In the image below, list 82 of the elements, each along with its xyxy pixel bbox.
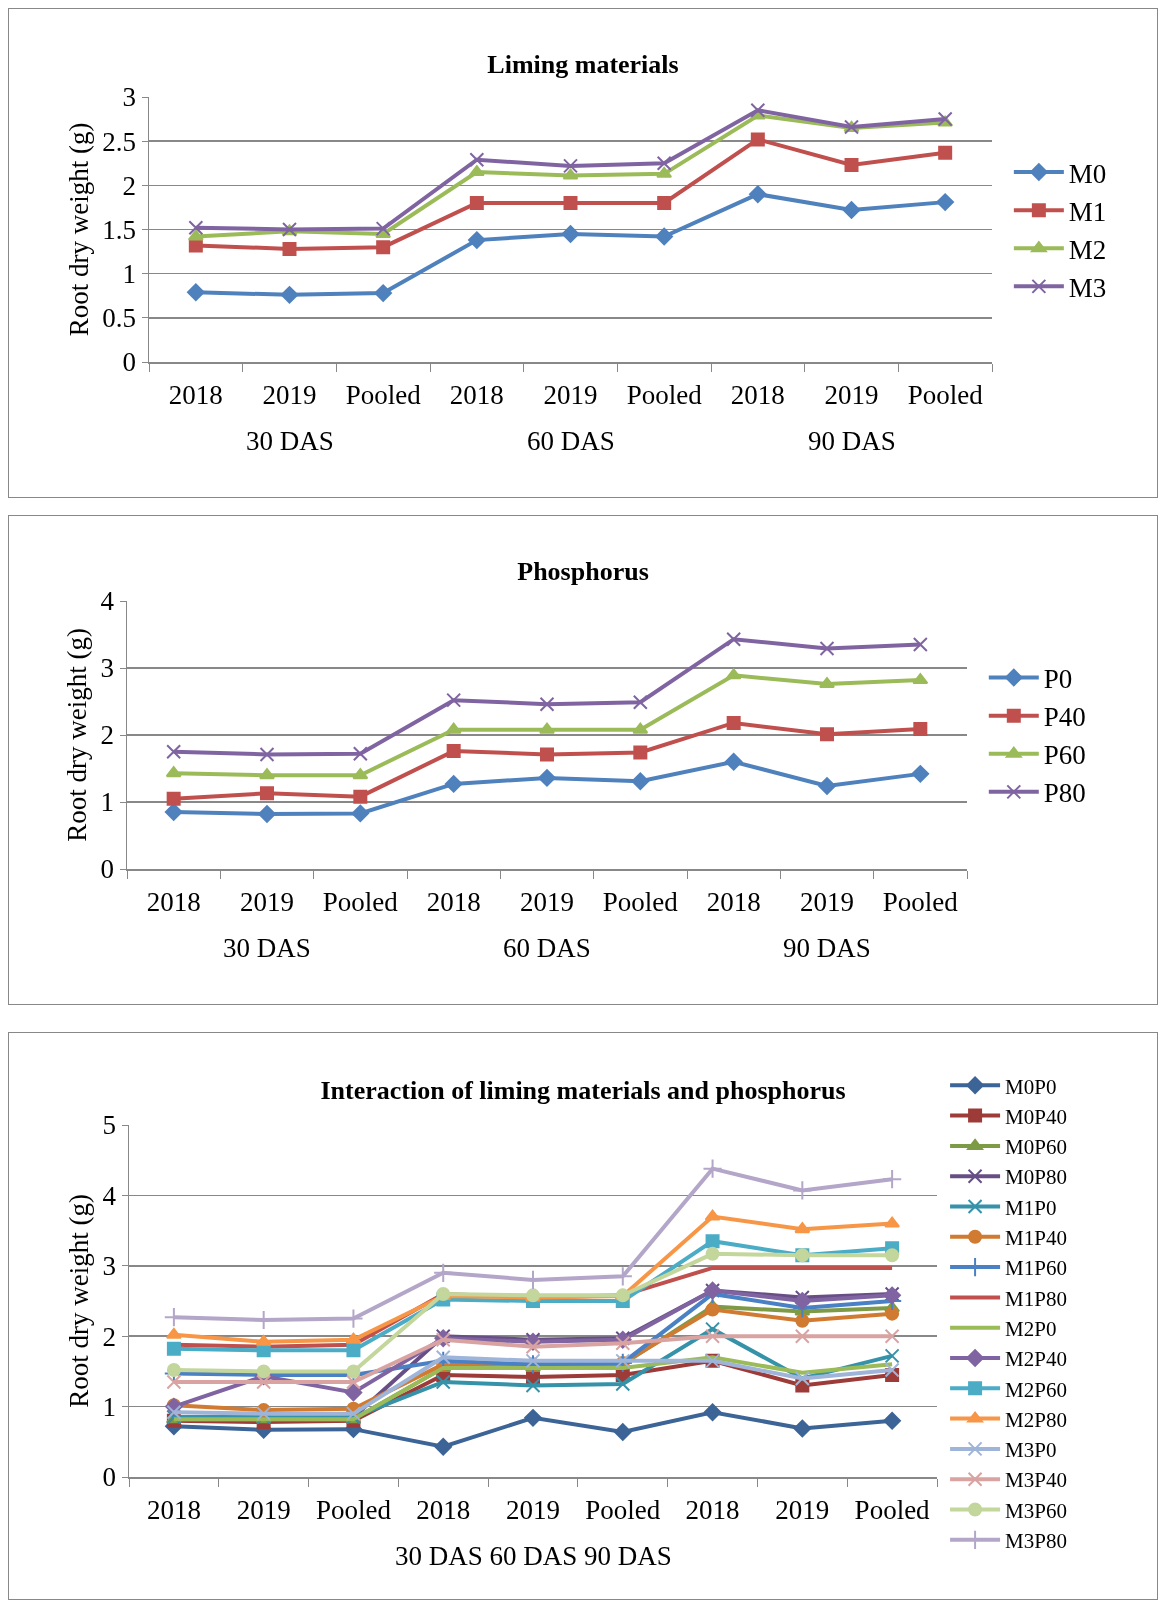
legend-label: M0P60 bbox=[1005, 1135, 1067, 1160]
x-tick-label: Pooled bbox=[585, 1494, 661, 1525]
legend-label: M0P40 bbox=[1005, 1104, 1067, 1129]
legend-label: M2P60 bbox=[1005, 1377, 1067, 1402]
legend-label: P0 bbox=[1043, 664, 1073, 695]
y-tick-label: 3 bbox=[102, 1251, 117, 1282]
x-tick-label: Pooled bbox=[322, 886, 399, 917]
x-tick-label: 2019 bbox=[775, 1494, 830, 1525]
x-tick-label: Pooled bbox=[345, 379, 422, 410]
legend-label: M3 bbox=[1068, 272, 1107, 303]
y-tick-label: 0.5 bbox=[102, 303, 137, 334]
text: 30 DAS bbox=[223, 933, 311, 963]
x-tick-label: 2019 bbox=[824, 379, 879, 410]
legend-label: M3P0 bbox=[1005, 1438, 1057, 1463]
legend-label: M1 bbox=[1068, 196, 1107, 227]
text: 90 DAS bbox=[808, 426, 896, 456]
legend-label: M2P0 bbox=[1005, 1316, 1057, 1341]
x-tick-label: 2018 bbox=[146, 886, 201, 917]
legend-label: M1P60 bbox=[1005, 1256, 1067, 1281]
y-axis-title: Root dry weight (g) bbox=[63, 122, 94, 337]
y-tick-label: 0 bbox=[102, 1462, 117, 1493]
y-tick-label: 1.5 bbox=[102, 214, 137, 245]
text: 60 DAS bbox=[527, 426, 615, 456]
y-tick-label: 3 bbox=[100, 653, 115, 684]
x-tick-label: 2018 bbox=[449, 379, 504, 410]
y-tick-label: 2.5 bbox=[102, 126, 137, 157]
y-tick-label: 0 bbox=[122, 347, 137, 378]
legend-label: M0P0 bbox=[1005, 1074, 1057, 1099]
x-tick-label: 2018 bbox=[168, 379, 223, 410]
x-tick-label: 2018 bbox=[706, 886, 761, 917]
x-tick-label: Pooled bbox=[602, 886, 679, 917]
x-tick-label: 2019 bbox=[543, 379, 598, 410]
x-tick-label: 2018 bbox=[416, 1494, 471, 1525]
x-tick-label: Pooled bbox=[315, 1494, 392, 1525]
x-tick-label: Pooled bbox=[854, 1494, 931, 1525]
y-tick-label: 2 bbox=[122, 170, 137, 201]
x-tick-label: 2019 bbox=[240, 886, 294, 917]
text: 30 DAS bbox=[246, 426, 334, 456]
legend-label: M0 bbox=[1068, 158, 1107, 189]
y-axis-title: Root dry weight (g) bbox=[63, 1194, 94, 1408]
legend-label: M3P60 bbox=[1005, 1498, 1067, 1523]
chart-title: Interaction of liming materials and phosphorus bbox=[320, 1076, 846, 1106]
x-tick-label: Pooled bbox=[907, 379, 984, 410]
x-tick-label: 2019 bbox=[262, 379, 317, 410]
y-tick-label: 1 bbox=[102, 1392, 117, 1423]
y-tick-label: 0 bbox=[100, 854, 115, 885]
y-tick-label: 1 bbox=[122, 259, 137, 290]
legend-label: M0P80 bbox=[1005, 1165, 1067, 1190]
legend-label: P80 bbox=[1043, 778, 1086, 809]
x-tick-label: Pooled bbox=[882, 886, 959, 917]
x-tick-label: 2019 bbox=[800, 886, 854, 917]
y-tick-label: 1 bbox=[100, 787, 115, 818]
legend-label: P60 bbox=[1043, 740, 1086, 771]
text: 30 DAS 60 DAS 90 DAS bbox=[395, 1541, 672, 1571]
chart-title: Phosphorus bbox=[517, 556, 649, 586]
text: 90 DAS bbox=[783, 933, 871, 963]
x-tick-label: 2018 bbox=[426, 886, 481, 917]
legend-label: M2P40 bbox=[1005, 1347, 1067, 1372]
y-tick-label: 4 bbox=[100, 586, 115, 617]
legend-label: M3P80 bbox=[1005, 1529, 1067, 1553]
x-tick-label: 2019 bbox=[236, 1494, 291, 1525]
x-tick-label: 2019 bbox=[520, 886, 574, 917]
x-tick-label: 2018 bbox=[685, 1494, 740, 1525]
legend-label: P40 bbox=[1043, 702, 1086, 733]
legend-label: M3P40 bbox=[1005, 1468, 1067, 1493]
legend-label: M1P80 bbox=[1005, 1286, 1067, 1311]
legend-label: M1P0 bbox=[1005, 1195, 1057, 1220]
y-tick-label: 2 bbox=[100, 720, 115, 751]
y-tick-label: 4 bbox=[102, 1180, 117, 1211]
y-axis-title: Root dry weight (g) bbox=[61, 628, 92, 842]
y-tick-label: 2 bbox=[102, 1321, 117, 1352]
x-tick-label: 2018 bbox=[730, 379, 785, 410]
y-tick-label: 5 bbox=[102, 1110, 117, 1141]
x-tick-label: Pooled bbox=[626, 379, 703, 410]
chart-title: Liming materials bbox=[487, 49, 679, 79]
y-tick-label: 3 bbox=[122, 82, 137, 113]
x-tick-label: 2018 bbox=[146, 1494, 201, 1525]
text: 60 DAS bbox=[503, 933, 591, 963]
legend-label: M1P40 bbox=[1005, 1226, 1067, 1250]
legend-label: M2P80 bbox=[1005, 1407, 1067, 1432]
legend-label: M2 bbox=[1068, 234, 1107, 265]
x-tick-label: 2019 bbox=[506, 1494, 560, 1525]
